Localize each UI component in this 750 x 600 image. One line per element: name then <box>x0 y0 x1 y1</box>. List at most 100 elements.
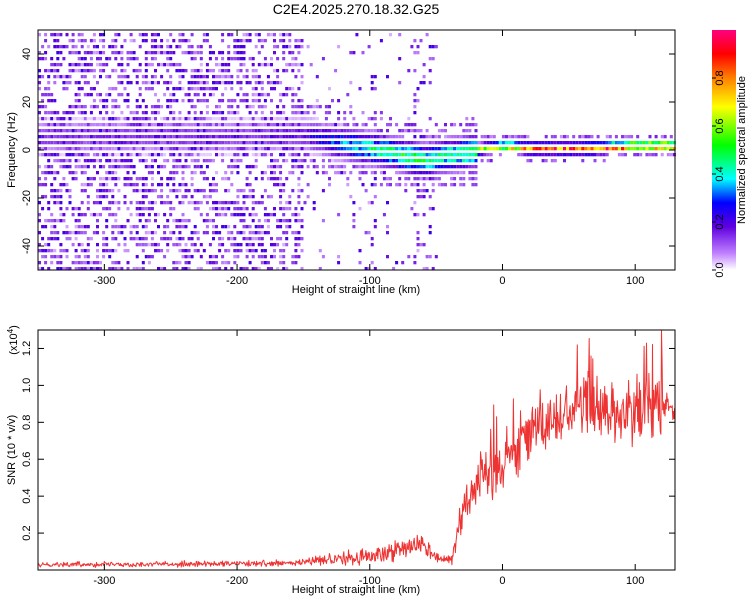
spectrogram-cell <box>233 147 237 151</box>
spectrogram-cell <box>172 183 176 187</box>
spectrogram-cell <box>462 153 466 157</box>
spectrogram-cell <box>270 255 273 259</box>
spectrogram-cell <box>172 207 176 211</box>
spectrogram-cell <box>208 219 212 223</box>
spectrogram-cell <box>459 165 463 169</box>
spectrogram-cell <box>413 123 417 127</box>
spectrogram-cell <box>425 189 429 193</box>
spectrogram-cell <box>89 123 93 127</box>
spectrogram-cell <box>50 153 54 157</box>
spectrogram-cell <box>44 261 48 265</box>
snr-background <box>38 330 675 570</box>
spectrogram-cell <box>175 195 179 199</box>
spectrogram-cell <box>239 123 243 127</box>
spectrogram-cell <box>184 267 188 271</box>
spectrogram-cell <box>175 171 179 175</box>
spectrogram-cell <box>83 141 87 145</box>
spectrogram-cell <box>99 267 102 271</box>
spectrogram-cell <box>212 147 215 151</box>
spectrogram-cell <box>239 267 243 271</box>
spectrogram-cell <box>230 243 234 247</box>
spectrogram-cell <box>175 243 179 247</box>
spectrogram-cell <box>111 45 115 49</box>
spectrogram-cell <box>108 267 112 271</box>
spectrogram-cell <box>221 141 225 145</box>
spectrogram-cell <box>190 237 194 241</box>
spectrogram-cell <box>294 111 298 115</box>
spectrogram-cell <box>157 147 160 151</box>
spectrogram-cell <box>147 261 151 265</box>
spectrogram-cell <box>160 147 164 151</box>
spectrogram-cell <box>419 195 423 199</box>
spectrogram-cell <box>59 189 63 193</box>
spectrogram-cell <box>672 153 676 157</box>
spectrogram-cell <box>386 135 389 139</box>
spectrogram-cell <box>230 153 234 157</box>
spectrogram-cell <box>184 219 188 223</box>
spectrogram-cell <box>196 93 200 97</box>
spectrogram-cell <box>160 63 164 67</box>
spectrogram-cell <box>184 135 188 139</box>
spectrogram-cell <box>80 231 84 235</box>
spectrogram-cell <box>285 219 289 223</box>
spectrogram-cell <box>419 135 423 139</box>
spectrogram-cell <box>86 129 90 133</box>
spectrogram-cell <box>89 93 93 97</box>
spectrogram-cell <box>190 231 194 235</box>
spectrogram-cell <box>547 141 551 145</box>
spectrogram-cell <box>227 75 231 79</box>
spectrogram-cell <box>285 243 289 247</box>
spectrogram-cell <box>279 261 283 265</box>
spectrogram-cell <box>288 171 292 175</box>
spectrogram-cell <box>184 243 188 247</box>
spectrogram-cell <box>218 69 222 73</box>
spectrogram-cell <box>312 201 316 205</box>
spectrogram-cell <box>239 129 243 133</box>
spectrogram-cell <box>257 201 261 205</box>
spectrogram-cell <box>251 117 255 121</box>
spectrogram-cell <box>178 237 182 241</box>
spectrogram-cell <box>373 153 377 157</box>
spectrogram-cell <box>86 117 90 121</box>
spectrogram-cell <box>550 159 554 163</box>
spectrogram-cell <box>150 117 154 121</box>
spectrogram-cell <box>50 165 54 169</box>
spectrogram-cell <box>273 171 276 175</box>
spectrogram-cell <box>227 81 231 85</box>
spectrogram-cell <box>172 135 176 139</box>
spectrogram-cell <box>86 165 90 169</box>
spectrogram-cell <box>126 141 130 145</box>
spectrogram-cell <box>297 135 301 139</box>
spectrogram-cell <box>68 147 72 151</box>
spectrogram-cell <box>636 141 640 145</box>
spectrogram-cell <box>450 177 454 181</box>
spectrogram-cell <box>239 57 243 61</box>
spectrogram-cell <box>166 45 170 49</box>
spectrogram-cell <box>224 129 228 133</box>
spectrogram-cell <box>135 69 139 73</box>
spectrogram-cell <box>318 123 322 127</box>
spectrogram-cell <box>212 135 215 139</box>
spectrogram-cell <box>74 51 78 55</box>
spectrogram-cell <box>282 39 286 43</box>
spectrogram-cell <box>535 141 539 145</box>
spectrogram-cell <box>251 237 255 241</box>
spectrogram-cell <box>434 159 438 163</box>
spectrogram-cell <box>86 255 90 259</box>
spectrogram-cell <box>337 147 341 151</box>
spectrogram-cell <box>89 135 93 139</box>
spectrogram-cell <box>208 189 212 193</box>
colorbar-tick-label: 0.0 <box>714 262 726 277</box>
spectrogram-cell <box>233 57 237 61</box>
spectrogram-cell <box>163 159 167 163</box>
spectrogram-cell <box>270 135 273 139</box>
spectrogram-cell <box>178 117 182 121</box>
spectrogram-cell <box>355 33 359 37</box>
spectrogram-cell <box>337 123 341 127</box>
spectrogram-cell <box>428 225 432 229</box>
spectrogram-cell <box>92 135 96 139</box>
spectrogram-cell <box>123 141 127 145</box>
spectrogram-cell <box>328 129 331 133</box>
snr-frame <box>37 329 676 571</box>
spectrogram-cell <box>373 159 377 163</box>
